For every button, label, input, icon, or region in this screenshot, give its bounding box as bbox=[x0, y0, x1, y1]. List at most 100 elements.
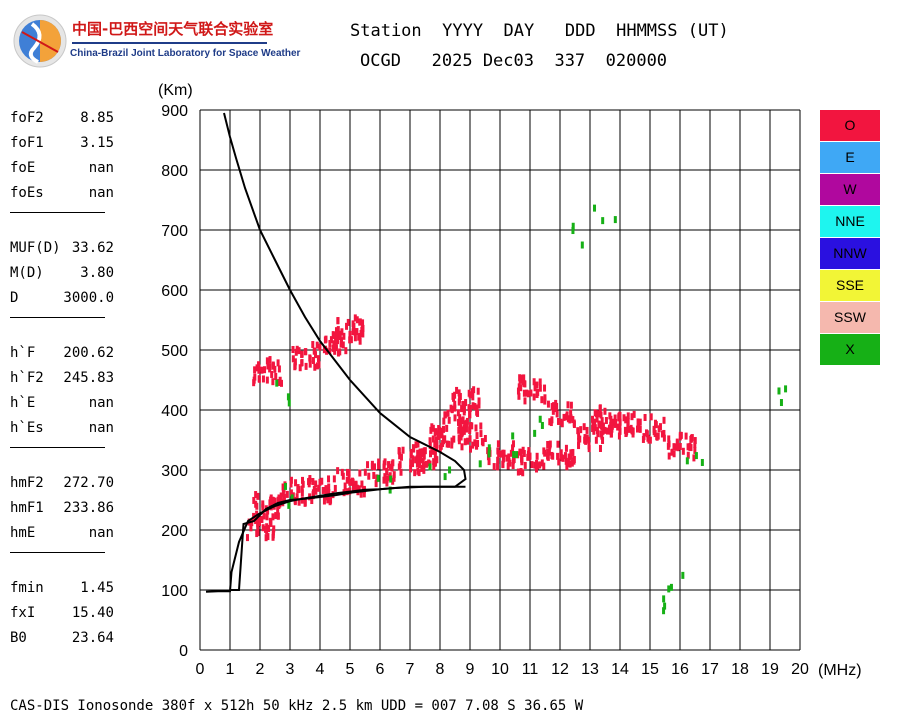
echo-point bbox=[519, 468, 523, 476]
echo-point bbox=[311, 489, 315, 497]
echo-point bbox=[672, 450, 676, 458]
y-tick-label: 800 bbox=[161, 163, 188, 180]
echo-point bbox=[570, 459, 574, 467]
echo-point bbox=[477, 397, 481, 405]
echo-point bbox=[328, 339, 332, 347]
parameter-row: hmF1 233.86 bbox=[10, 500, 120, 520]
echo-point bbox=[601, 427, 605, 435]
echo-point bbox=[373, 463, 377, 471]
echo-point bbox=[338, 333, 342, 341]
echo-point bbox=[340, 328, 344, 336]
echo-point bbox=[461, 401, 465, 409]
legend-swatch-sse: SSE bbox=[820, 270, 880, 301]
echo-point bbox=[322, 346, 326, 354]
echo-point bbox=[464, 399, 468, 407]
echo-point bbox=[556, 440, 560, 448]
echo-point bbox=[424, 460, 428, 468]
echo-point bbox=[497, 450, 501, 458]
echo-point bbox=[293, 358, 297, 366]
echo-point bbox=[289, 476, 293, 484]
echo-point bbox=[459, 433, 463, 441]
echo-point bbox=[409, 448, 413, 456]
echo-point bbox=[507, 453, 511, 461]
echo-point bbox=[662, 607, 666, 615]
parameter-row: h`F2 245.83 bbox=[10, 370, 120, 390]
echo-point bbox=[461, 416, 465, 424]
echo-point bbox=[693, 440, 697, 448]
echo-point bbox=[450, 437, 454, 445]
echo-point bbox=[345, 322, 349, 330]
echo-point bbox=[693, 446, 697, 454]
echo-point bbox=[307, 480, 311, 488]
x-tick-label: 2 bbox=[256, 661, 265, 678]
echo-point bbox=[428, 437, 432, 445]
echo-point bbox=[374, 480, 378, 488]
echo-point bbox=[329, 336, 333, 344]
echo-point bbox=[538, 378, 542, 386]
parameter-label: hmE bbox=[10, 525, 36, 541]
echo-point bbox=[275, 379, 279, 387]
echo-point bbox=[246, 534, 250, 542]
echo-point bbox=[361, 330, 365, 338]
echo-point bbox=[269, 496, 273, 504]
echo-point bbox=[249, 524, 253, 532]
lab-logo: 中国-巴西空间天气联合实验室 China-Brazil Joint Labora… bbox=[12, 12, 300, 70]
echo-point bbox=[382, 476, 386, 484]
parameter-separator bbox=[10, 552, 105, 553]
echo-point bbox=[685, 457, 689, 465]
echo-point bbox=[325, 347, 329, 355]
x-tick-label: 6 bbox=[376, 661, 385, 678]
echo-point bbox=[567, 453, 571, 461]
echo-point bbox=[609, 415, 613, 423]
echo-point bbox=[535, 452, 539, 460]
echo-point bbox=[777, 387, 781, 395]
echo-point bbox=[377, 458, 381, 466]
echo-point bbox=[554, 402, 558, 410]
y-tick-label: 700 bbox=[161, 223, 188, 240]
echo-point bbox=[688, 443, 692, 451]
echo-point bbox=[457, 389, 461, 397]
echo-point bbox=[318, 478, 322, 486]
echo-point bbox=[564, 457, 568, 465]
echo-point bbox=[285, 490, 289, 498]
echo-point bbox=[346, 468, 350, 476]
parameter-label: h`F bbox=[10, 345, 36, 361]
echo-point bbox=[342, 332, 346, 340]
echo-point bbox=[263, 366, 267, 374]
x-tick-label: 16 bbox=[671, 661, 689, 678]
echo-point bbox=[649, 413, 653, 421]
echo-point bbox=[389, 475, 393, 483]
echo-point bbox=[265, 513, 269, 521]
echo-point bbox=[511, 432, 515, 440]
echo-point bbox=[479, 430, 483, 438]
echo-point bbox=[336, 467, 340, 475]
echo-point bbox=[662, 434, 666, 442]
echo-point bbox=[271, 378, 275, 386]
echo-point bbox=[694, 452, 698, 460]
x-tick-label: 1 bbox=[226, 661, 235, 678]
legend-swatch-ssw: SSW bbox=[820, 302, 880, 333]
echo-point bbox=[571, 222, 575, 230]
echo-point bbox=[483, 434, 487, 442]
echo-point bbox=[433, 429, 437, 437]
echo-point bbox=[431, 424, 435, 432]
echo-point bbox=[435, 437, 439, 445]
echo-point bbox=[310, 497, 314, 505]
legend-swatch-e: E bbox=[820, 142, 880, 173]
echo-point bbox=[438, 426, 442, 434]
parameter-value: 200.62 bbox=[63, 345, 114, 361]
echo-point bbox=[626, 422, 630, 430]
echo-point bbox=[779, 399, 783, 407]
parameter-row: B0 23.64 bbox=[10, 630, 120, 650]
echo-point bbox=[543, 449, 547, 457]
echo-point bbox=[301, 476, 305, 484]
echo-point bbox=[419, 456, 423, 464]
echo-point bbox=[555, 410, 559, 418]
echo-point bbox=[569, 414, 573, 422]
parameter-row: foF2 8.85 bbox=[10, 110, 120, 130]
echo-point bbox=[601, 436, 605, 444]
parameter-row: h`Es nan bbox=[10, 420, 120, 440]
echo-point bbox=[465, 419, 469, 427]
echo-point bbox=[265, 357, 269, 365]
x-tick-label: 15 bbox=[641, 661, 659, 678]
